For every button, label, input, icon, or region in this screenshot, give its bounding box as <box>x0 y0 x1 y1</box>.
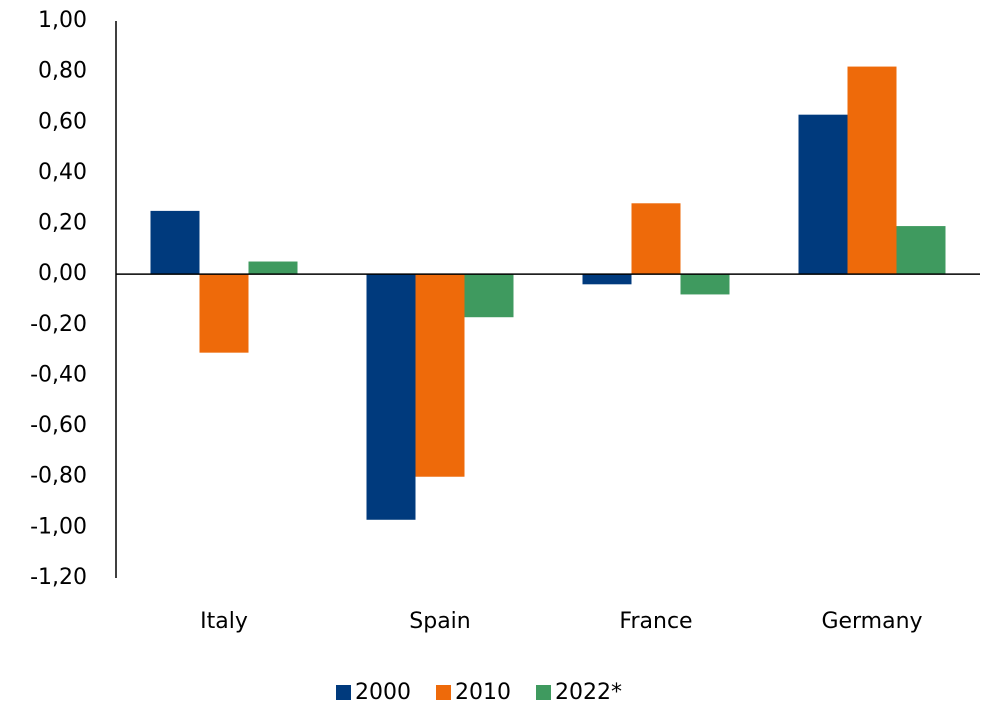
legend-label: 2010 <box>455 680 511 705</box>
x-tick-label: France <box>619 609 692 634</box>
y-tick-label: 1,00 <box>38 8 87 33</box>
x-tick-label: Spain <box>409 609 470 634</box>
y-tick-label: -0,80 <box>30 464 87 489</box>
y-tick-label: -0,20 <box>30 312 87 337</box>
y-tick-label: -1,20 <box>30 565 87 590</box>
legend-swatch <box>436 685 451 700</box>
legend-swatch <box>536 685 551 700</box>
bar <box>150 210 200 275</box>
bar <box>896 226 946 275</box>
y-tick-label: 0,40 <box>38 160 87 185</box>
y-tick-label: 0,80 <box>38 59 87 84</box>
x-tick-label: Italy <box>200 609 248 634</box>
bar <box>631 203 681 275</box>
bar <box>847 66 897 275</box>
bar <box>248 261 298 275</box>
y-tick-label: 0,20 <box>38 211 87 236</box>
bar <box>798 114 848 275</box>
bar <box>199 274 249 353</box>
y-tick-label: -1,00 <box>30 514 87 539</box>
bar <box>582 274 632 285</box>
legend-swatch <box>336 685 351 700</box>
bar <box>464 274 514 318</box>
bar <box>415 274 465 477</box>
y-tick-label: 0,00 <box>38 261 87 286</box>
bar <box>680 274 730 295</box>
x-tick-label: Germany <box>821 609 922 634</box>
y-tick-label: 0,60 <box>38 109 87 134</box>
legend-label: 2000 <box>355 680 411 705</box>
legend-label: 2022* <box>555 680 622 705</box>
bar <box>366 274 416 520</box>
y-tick-label: -0,60 <box>30 413 87 438</box>
y-tick-label: -0,40 <box>30 362 87 387</box>
